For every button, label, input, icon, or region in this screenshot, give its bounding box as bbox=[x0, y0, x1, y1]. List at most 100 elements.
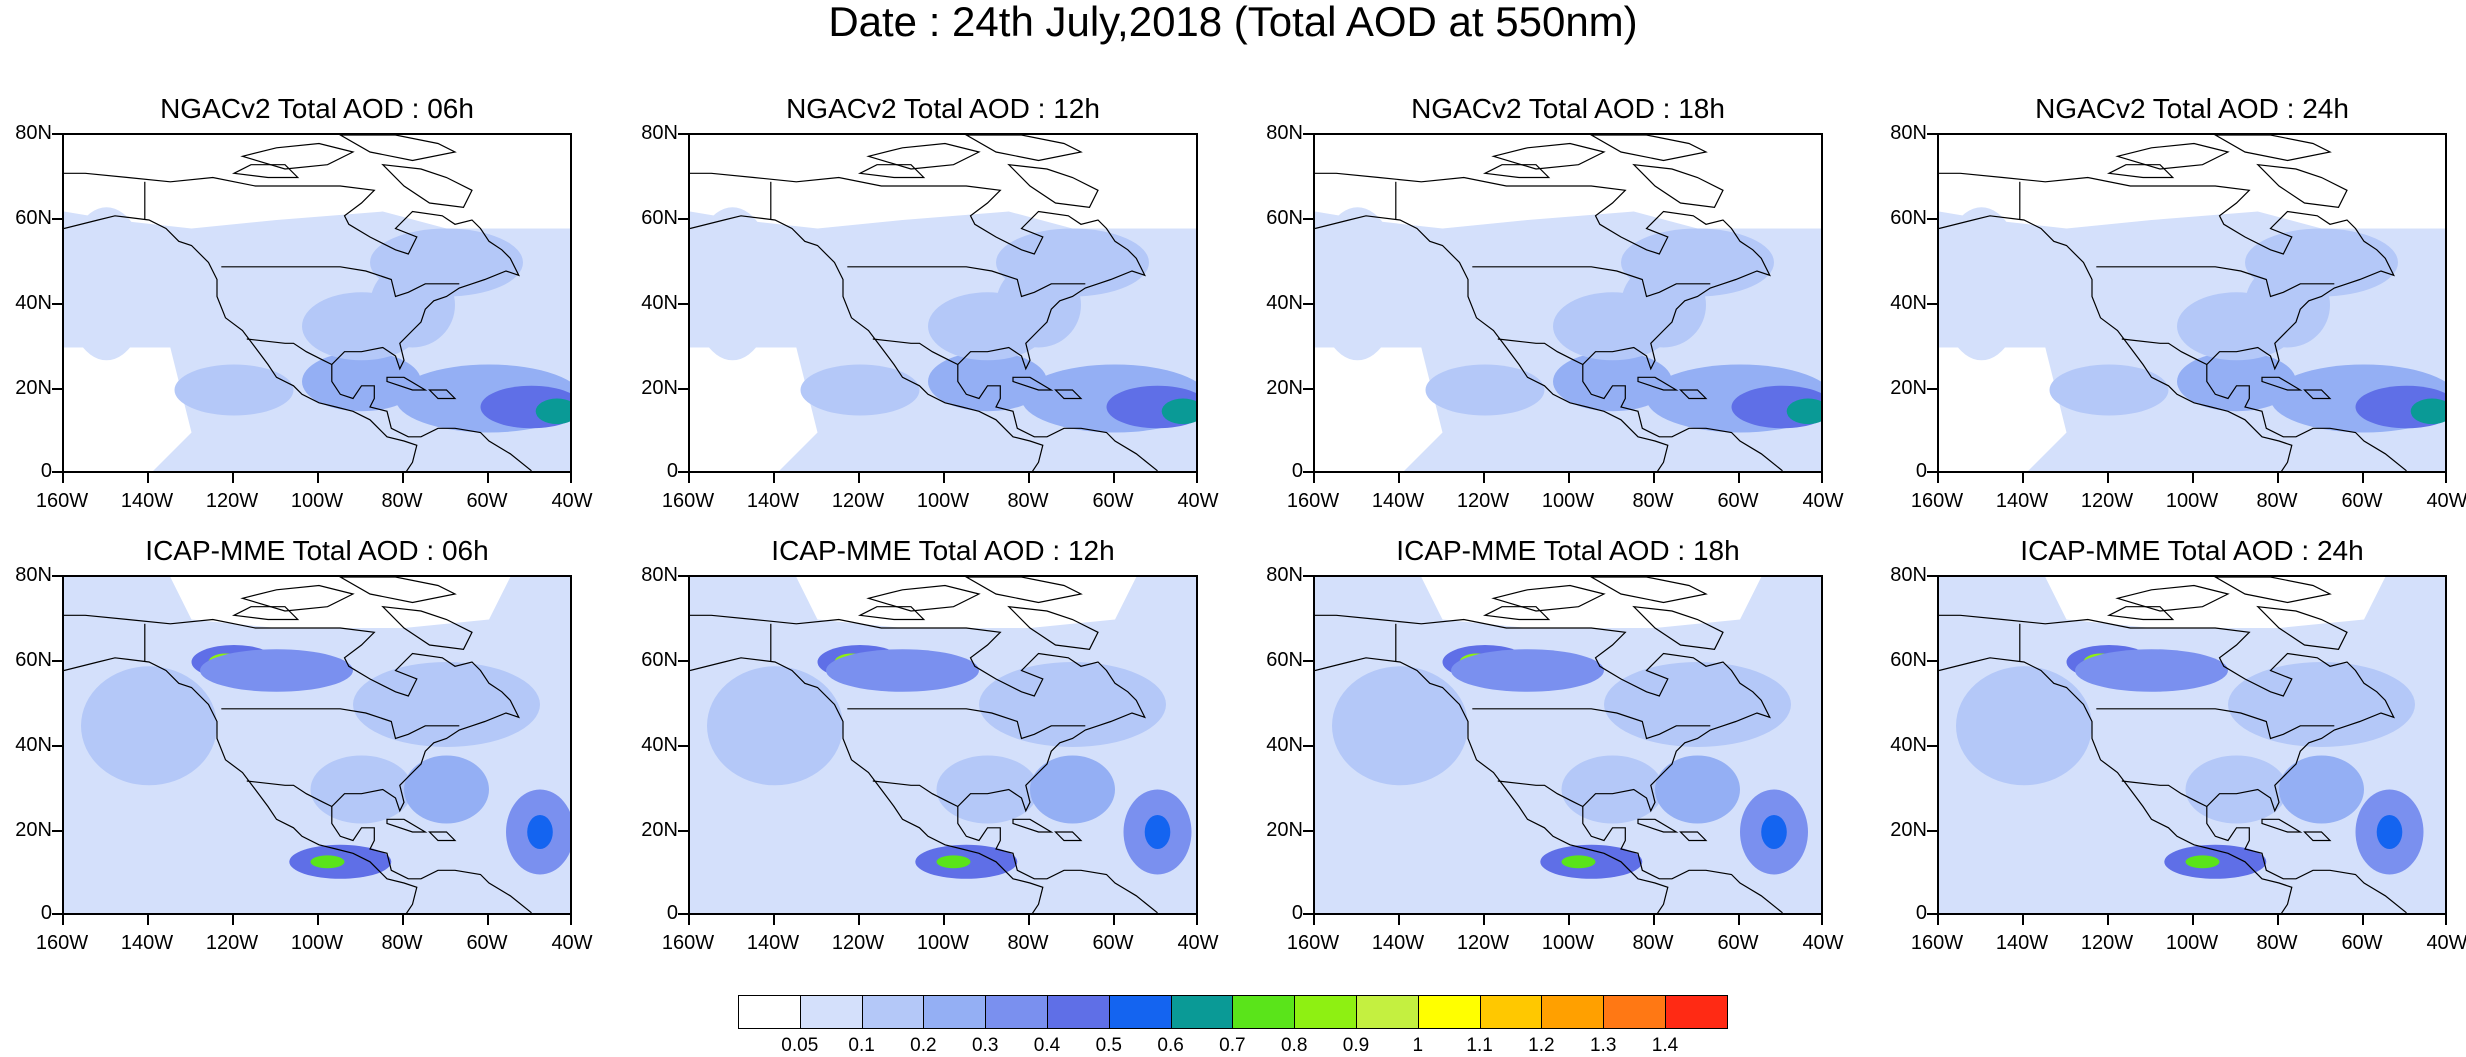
latitude-tick bbox=[1303, 133, 1313, 135]
aod-cell bbox=[1315, 207, 1400, 361]
aod-cell bbox=[1655, 755, 1740, 824]
latitude-tick-label: 60N bbox=[1890, 649, 1927, 671]
longitude-tick bbox=[1028, 473, 1030, 483]
coastline bbox=[331, 806, 532, 913]
longitude-tick bbox=[1313, 915, 1315, 925]
latitude-tick bbox=[678, 830, 688, 832]
longitude-tick-label: 60W bbox=[2341, 932, 2383, 954]
aod-cell bbox=[707, 666, 843, 786]
latitude-tick-label: 80N bbox=[15, 564, 52, 586]
colorbar-swatch bbox=[1294, 995, 1357, 1029]
longitude-tick bbox=[1398, 915, 1400, 925]
colorbar-swatch bbox=[1108, 995, 1172, 1029]
longitude-tick-label: 80W bbox=[1007, 932, 1049, 954]
longitude-tick-label: 140W bbox=[1371, 490, 1425, 512]
coastline bbox=[1939, 657, 2293, 913]
low-aod-region bbox=[690, 135, 1196, 229]
aod-cell bbox=[310, 855, 345, 869]
aod-cell bbox=[302, 292, 421, 361]
latitude-tick bbox=[52, 133, 62, 135]
latitude-tick bbox=[678, 133, 688, 135]
longitude-tick bbox=[1937, 915, 1939, 925]
latitude-tick-label: 0 bbox=[666, 902, 678, 924]
colorbar-label: 0.4 bbox=[1033, 1035, 1061, 1056]
longitude-tick-label: 80W bbox=[1632, 490, 1674, 512]
island-outline bbox=[1054, 831, 1083, 842]
low-aod-region bbox=[64, 347, 192, 471]
panel-title: ICAP-MME Total AOD : 06h bbox=[145, 535, 489, 566]
latitude-tick bbox=[52, 303, 62, 305]
longitude-tick-label: 120W bbox=[831, 932, 885, 954]
longitude-tick bbox=[62, 473, 64, 483]
latitude-tick-label: 0 bbox=[1915, 460, 1927, 482]
island-outline bbox=[965, 577, 1083, 604]
longitude-tick-label: 60W bbox=[2341, 490, 2383, 512]
longitude-tick bbox=[2192, 915, 2194, 925]
longitude-tick bbox=[147, 915, 149, 925]
colorbar-label: 1.1 bbox=[1466, 1035, 1493, 1056]
island-outline bbox=[231, 606, 300, 621]
aod-cell bbox=[800, 364, 920, 416]
colorbar-swatch bbox=[861, 995, 925, 1029]
latitude-tick bbox=[678, 913, 688, 915]
aod-cell bbox=[979, 662, 1166, 747]
latitude-tick-label: 40N bbox=[1890, 292, 1927, 314]
latitude-tick bbox=[52, 830, 62, 832]
island-outline bbox=[2115, 142, 2230, 170]
longitude-tick bbox=[943, 915, 945, 925]
aod-cell bbox=[535, 398, 570, 425]
colorbar-swatch bbox=[738, 995, 801, 1029]
latitude-tick-label: 20N bbox=[1266, 377, 1303, 399]
island-outline bbox=[1012, 376, 1054, 391]
coastline bbox=[957, 806, 1158, 913]
island-outline bbox=[339, 135, 457, 162]
latitude-tick-label: 60N bbox=[641, 207, 678, 229]
latitude-tick-label: 20N bbox=[1266, 819, 1303, 841]
aod-field bbox=[64, 577, 570, 913]
coastline bbox=[1582, 364, 1783, 471]
latitude-tick-label: 40N bbox=[1266, 292, 1303, 314]
longitude-tick-label: 80W bbox=[2256, 932, 2298, 954]
colorbar-swatch bbox=[1047, 995, 1110, 1029]
longitude-tick bbox=[773, 915, 775, 925]
longitude-tick-label: 40W bbox=[1802, 932, 1844, 954]
longitude-tick bbox=[1113, 915, 1115, 925]
country-border bbox=[2121, 338, 2208, 366]
colorbar-label: 0.5 bbox=[1095, 1035, 1122, 1056]
latitude-tick-label: 60N bbox=[1266, 207, 1303, 229]
longitude-tick-label: 100W bbox=[916, 932, 970, 954]
aod-cell bbox=[1425, 364, 1545, 416]
longitude-tick bbox=[1196, 473, 1198, 483]
aod-cell bbox=[2185, 755, 2288, 824]
longitude-tick bbox=[402, 915, 404, 925]
latitude-tick bbox=[1303, 745, 1313, 747]
coastline bbox=[64, 657, 418, 913]
island-outline bbox=[1007, 605, 1099, 650]
aod-cell bbox=[936, 855, 971, 869]
latitude-tick bbox=[52, 388, 62, 390]
island-outline bbox=[339, 577, 457, 604]
latitude-tick-label: 40N bbox=[641, 292, 678, 314]
coastline bbox=[1315, 614, 1771, 813]
longitude-tick bbox=[487, 473, 489, 483]
island-outline bbox=[1482, 606, 1551, 621]
aod-cell bbox=[64, 207, 149, 361]
longitude-tick-label: 80W bbox=[1007, 490, 1049, 512]
latitude-tick-label: 60N bbox=[1266, 649, 1303, 671]
colorbar-swatch bbox=[1479, 995, 1543, 1029]
longitude-tick bbox=[1113, 473, 1115, 483]
country-border bbox=[1497, 338, 1584, 366]
latitude-tick bbox=[1303, 218, 1313, 220]
island-outline bbox=[1637, 376, 1679, 391]
low-aod-region bbox=[170, 577, 511, 628]
longitude-tick bbox=[2192, 473, 2194, 483]
coastline bbox=[1939, 172, 2395, 371]
map-plot-area bbox=[1937, 133, 2447, 473]
country-border bbox=[246, 338, 333, 366]
coastline bbox=[690, 614, 1146, 813]
low-aod-region bbox=[1315, 347, 1443, 471]
island-outline bbox=[1482, 164, 1551, 179]
island-outline bbox=[428, 831, 457, 842]
island-outline bbox=[1637, 818, 1679, 833]
longitude-tick-label: 40W bbox=[2426, 932, 2466, 954]
